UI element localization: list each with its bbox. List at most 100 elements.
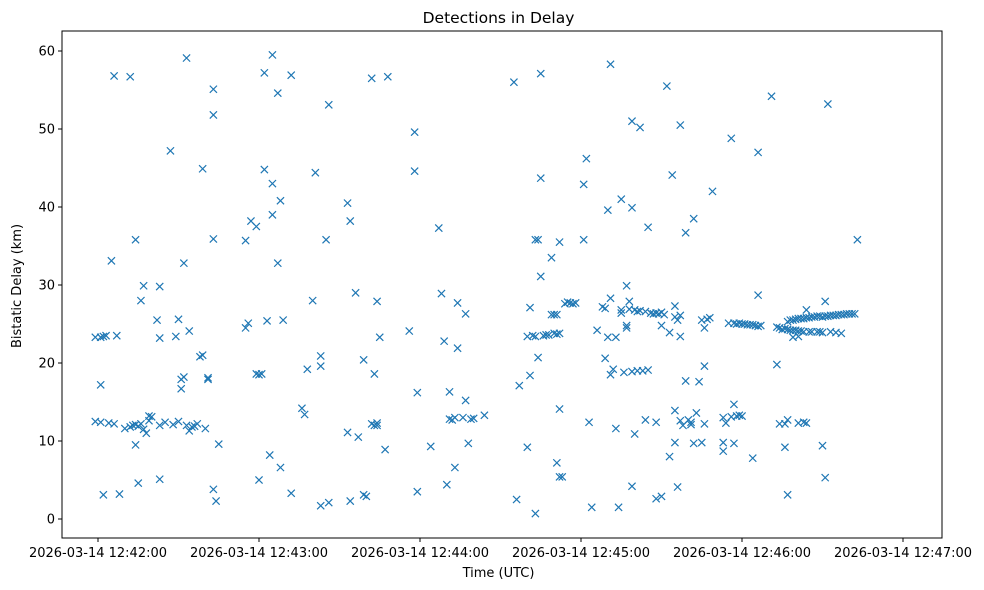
data-point-200 (622, 321, 631, 330)
data-point-287 (756, 321, 765, 330)
x-tick-label-5: 2026-03-14 12:47:00 (834, 546, 972, 561)
data-point-95 (316, 501, 325, 510)
data-point-208 (627, 117, 637, 126)
data-point-45 (179, 259, 188, 268)
data-point-167 (552, 458, 561, 467)
data-point-50 (187, 422, 196, 431)
data-point-271 (729, 439, 738, 448)
y-tick-label-2: 20 (38, 357, 55, 372)
data-point-123 (426, 442, 435, 451)
data-point-115 (375, 333, 384, 342)
data-point-104 (354, 433, 363, 442)
data-point-229 (660, 310, 669, 319)
data-point-88 (297, 404, 306, 413)
data-point-344 (837, 329, 846, 338)
data-point-67 (244, 319, 253, 328)
data-point-248 (686, 418, 696, 427)
data-point-143 (512, 495, 521, 504)
data-point-285 (754, 148, 763, 157)
data-point-97 (324, 100, 333, 109)
y-tick-label-3: 30 (38, 279, 55, 294)
x-axis-label: Time (UTC) (462, 566, 535, 581)
data-point-136 (461, 309, 470, 318)
x-tick-label-2: 2026-03-14 12:44:00 (351, 546, 489, 561)
data-point-133 (453, 344, 462, 353)
data-point-7 (96, 418, 105, 427)
data-point-166 (552, 310, 561, 319)
data-point-223 (652, 418, 661, 427)
data-point-105 (359, 355, 368, 364)
data-point-294 (780, 324, 789, 333)
data-point-33 (153, 316, 162, 325)
data-point-77 (265, 451, 274, 460)
chart-title: Detections in Delay (423, 9, 575, 27)
data-point-251 (689, 439, 698, 448)
data-point-321 (805, 327, 814, 336)
data-point-219 (644, 365, 653, 375)
data-point-181 (585, 418, 594, 427)
data-point-65 (241, 236, 250, 245)
data-point-165 (552, 330, 561, 339)
data-point-270 (729, 400, 738, 409)
data-point-87 (287, 489, 296, 498)
data-point-284 (754, 322, 763, 331)
data-point-137 (461, 396, 470, 405)
data-point-74 (260, 68, 269, 77)
data-point-185 (601, 354, 610, 363)
data-point-96 (322, 235, 331, 244)
y-axis-label: Bistatic Delay (km) (10, 224, 25, 348)
data-point-44 (179, 373, 188, 382)
x-tick-label-3: 2026-03-14 12:45:00 (512, 546, 650, 561)
data-point-331 (818, 441, 827, 450)
data-point-295 (780, 419, 789, 428)
data-point-38 (169, 420, 178, 429)
data-point-207 (627, 482, 637, 491)
data-point-213 (636, 123, 645, 132)
data-point-195 (614, 503, 623, 512)
y-tick-label-0: 0 (47, 513, 55, 528)
y-axis: 0 10 20 30 40 50 60 (38, 45, 62, 528)
data-point-79 (268, 179, 277, 188)
data-point-255 (697, 438, 706, 447)
data-point-210 (630, 429, 639, 439)
data-point-39 (174, 417, 183, 426)
data-point-227 (657, 321, 666, 330)
data-point-265 (721, 419, 730, 428)
data-point-268 (727, 134, 736, 143)
data-point-157 (536, 272, 545, 281)
data-point-114 (373, 421, 382, 430)
data-point-240 (676, 311, 685, 320)
data-point-299 (783, 415, 792, 424)
data-point-198 (617, 305, 626, 314)
data-point-78 (268, 50, 277, 59)
data-point-192 (609, 365, 618, 374)
data-point-160 (544, 330, 553, 339)
data-point-144 (515, 381, 524, 390)
data-point-150 (531, 235, 540, 244)
data-point-250 (689, 214, 698, 223)
data-point-83 (276, 196, 285, 205)
data-point-80 (268, 210, 277, 219)
data-point-81 (273, 89, 282, 98)
data-point-264 (719, 447, 728, 456)
data-point-333 (821, 297, 830, 306)
data-point-159 (542, 330, 551, 339)
data-point-84 (279, 316, 288, 325)
data-point-290 (772, 360, 781, 369)
data-point-193 (611, 333, 620, 342)
data-point-149 (528, 331, 537, 340)
data-point-238 (673, 316, 682, 325)
data-point-249 (686, 420, 696, 429)
data-point-121 (413, 388, 422, 397)
data-point-48 (182, 421, 191, 430)
data-point-319 (802, 419, 811, 428)
data-point-113 (373, 419, 382, 428)
data-point-153 (534, 353, 543, 362)
x-tick-label-4: 2026-03-14 12:46:00 (673, 546, 811, 561)
data-point-82 (273, 259, 282, 268)
data-point-69 (252, 222, 261, 231)
data-point-28 (131, 440, 140, 449)
data-point-242 (676, 332, 685, 341)
data-point-91 (308, 296, 317, 305)
data-point-199 (619, 368, 628, 377)
